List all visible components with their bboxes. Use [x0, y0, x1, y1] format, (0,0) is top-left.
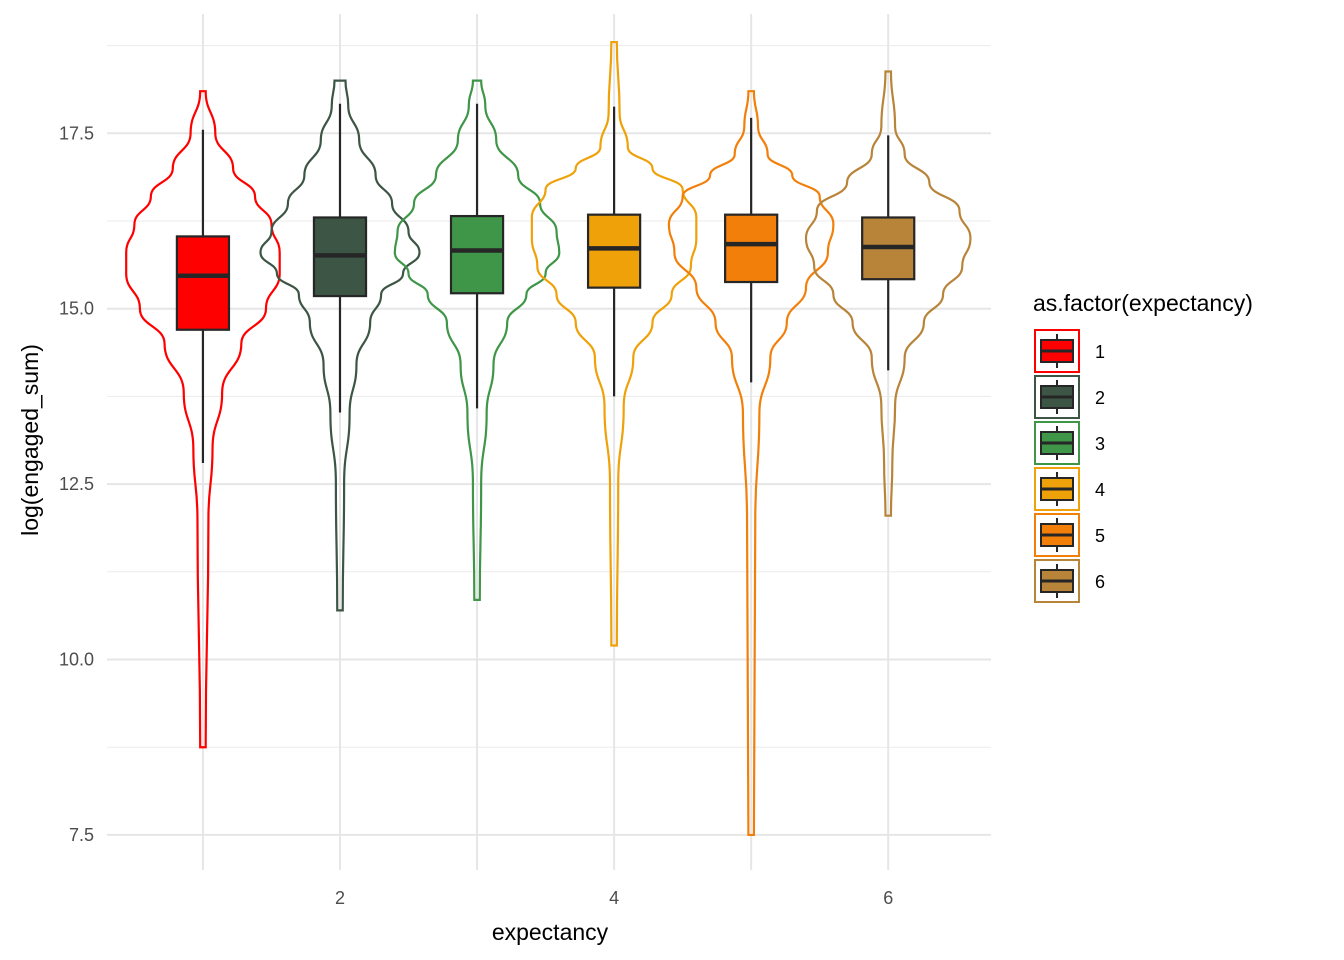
y-tick-label: 17.5 [59, 123, 94, 143]
violin-5 [667, 90, 835, 837]
legend-label-4: 4 [1095, 480, 1105, 500]
box-4 [586, 213, 642, 289]
legend-label-6: 6 [1095, 572, 1105, 592]
box-5 [724, 213, 779, 284]
legend-item-1: 1 [1034, 329, 1105, 373]
boxplots [175, 103, 916, 464]
violins [125, 40, 972, 837]
x-tick-labels: 2 4 6 [335, 888, 893, 908]
y-tick-label: 12.5 [59, 474, 94, 494]
legend-label-3: 3 [1095, 434, 1105, 454]
violin-3 [393, 79, 561, 601]
violin-1 [125, 90, 281, 749]
y-tick-label: 7.5 [69, 825, 94, 845]
violin-6 [804, 70, 972, 517]
legend: as.factor(expectancy) 1 2 3 4 5 6 [1033, 290, 1253, 603]
legend-title: as.factor(expectancy) [1033, 290, 1253, 316]
violin-4 [530, 40, 698, 647]
legend-label-5: 5 [1095, 526, 1105, 546]
x-axis-title: expectancy [492, 919, 609, 945]
x-tick-label: 2 [335, 888, 345, 908]
legend-label-2: 2 [1095, 388, 1105, 408]
x-tick-label: 6 [883, 888, 893, 908]
grid-lines [107, 14, 991, 870]
y-tick-label: 15.0 [59, 299, 94, 319]
box-1 [175, 235, 231, 331]
legend-item-5: 5 [1034, 513, 1105, 557]
y-axis-title: log(engaged_sum) [17, 344, 43, 536]
legend-label-1: 1 [1095, 342, 1105, 362]
legend-item-4: 4 [1034, 467, 1105, 511]
legend-item-3: 3 [1034, 421, 1105, 465]
y-tick-labels: 7.5 10.0 12.5 15.0 17.5 [59, 123, 94, 845]
legend-item-6: 6 [1034, 559, 1105, 603]
legend-item-2: 2 [1034, 375, 1105, 419]
violin-2 [259, 79, 421, 612]
y-tick-label: 10.0 [59, 650, 94, 670]
x-tick-label: 4 [609, 888, 619, 908]
box-3 [449, 214, 505, 295]
